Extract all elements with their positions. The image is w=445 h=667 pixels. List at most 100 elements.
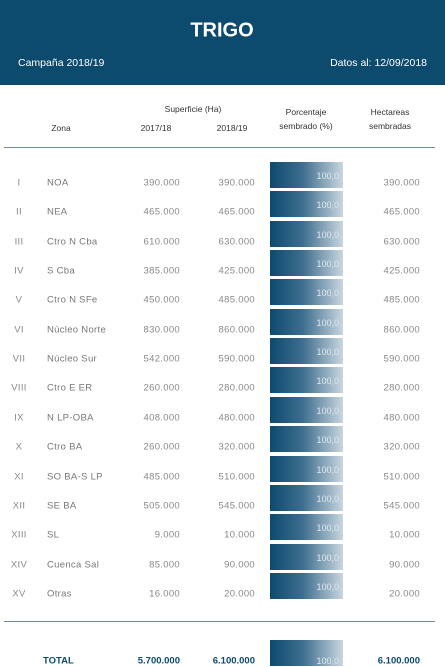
percent-bar xyxy=(270,396,343,423)
zone: Ctro N SFe xyxy=(47,294,98,306)
zone: SO BA-S LP xyxy=(47,471,103,482)
area-2017: 260.000 xyxy=(143,382,180,394)
zone: Ctro E ER xyxy=(47,382,93,394)
percent-bar xyxy=(270,338,343,365)
area-2018: 590.000 xyxy=(218,353,255,365)
area-2018: 510.000 xyxy=(218,471,255,482)
sown-hectares: 10.000 xyxy=(389,529,420,541)
percent: 100,0 xyxy=(316,200,339,211)
percent: 100,0 xyxy=(316,259,339,270)
area-2018: 20.000 xyxy=(224,588,255,600)
zone: NEA xyxy=(47,206,68,218)
header-band xyxy=(0,0,445,85)
area-2018: 630.000 xyxy=(218,236,255,248)
area-2018: 425.000 xyxy=(218,265,255,277)
area-2017: 542.000 xyxy=(143,353,180,365)
percent: 100,0 xyxy=(316,493,339,504)
campaign: Campaña 2018/19 xyxy=(18,57,105,69)
roman-numeral: VIII xyxy=(11,382,27,394)
rule xyxy=(4,621,435,622)
area-2018: 465.000 xyxy=(218,206,255,218)
zone: Cuenca Sal xyxy=(47,559,100,571)
roman-numeral: IX xyxy=(14,412,24,424)
area-2017: 485.000 xyxy=(143,471,180,482)
percent: 100,0 xyxy=(316,523,339,534)
roman-numeral: VII xyxy=(12,353,26,365)
group-header: Superficie (Ha) xyxy=(164,104,222,114)
percent: 100,0 xyxy=(316,288,339,299)
area-2017: 465.000 xyxy=(143,206,180,218)
area-2017: 505.000 xyxy=(143,500,180,512)
sown-hectares: 320.000 xyxy=(383,441,420,453)
total-2017: 5.700.000 xyxy=(137,655,180,667)
percent: 100,0 xyxy=(316,435,339,446)
total-2018: 6.100.000 xyxy=(212,655,255,667)
sown-hectares: 280.000 xyxy=(383,382,420,394)
percent-bar xyxy=(270,484,343,511)
zone: SE BA xyxy=(47,500,77,512)
total-sown: 6.100.000 xyxy=(377,655,420,667)
percent-bar xyxy=(270,543,343,570)
zone: Núcleo Sur xyxy=(47,353,97,365)
percent-bar xyxy=(270,640,343,666)
area-2017: 390.000 xyxy=(143,177,180,189)
sown-hectares: 485.000 xyxy=(383,294,420,306)
roman-numeral: XI xyxy=(14,471,24,482)
sown-hectares: 590.000 xyxy=(383,353,420,365)
area-2018: 10.000 xyxy=(224,529,255,541)
percent-bar xyxy=(270,308,343,335)
zone: Núcleo Norte xyxy=(47,324,107,336)
roman-numeral: XIV xyxy=(10,559,28,571)
roman-numeral: VI xyxy=(14,324,24,336)
area-2018: 480.000 xyxy=(218,412,255,424)
column-header: 2017/18 xyxy=(140,123,172,133)
roman-numeral: II xyxy=(16,206,22,218)
sown-hectares: 630.000 xyxy=(383,236,420,248)
area-2018: 485.000 xyxy=(218,294,255,306)
sown-hectares: 390.000 xyxy=(383,177,420,189)
rule xyxy=(4,147,435,148)
percent-bar xyxy=(270,426,343,453)
percent-bar xyxy=(270,455,343,482)
percent: 100,0 xyxy=(316,229,339,240)
percent: 100,0 xyxy=(316,171,339,181)
percent: 100,0 xyxy=(316,552,339,563)
area-2017: 408.000 xyxy=(143,412,180,424)
percent-bar xyxy=(270,250,343,277)
sown-hectares: 480.000 xyxy=(383,412,420,424)
date: Datos al: 12/09/2018 xyxy=(330,57,427,69)
roman-numeral: XV xyxy=(12,588,26,600)
percent-bar xyxy=(270,220,343,247)
zone: SL xyxy=(47,529,60,541)
roman-numeral: I xyxy=(17,177,21,189)
sown-hectares: 510.000 xyxy=(383,471,420,482)
roman-numeral: XIII xyxy=(11,529,27,541)
percent: 100,0 xyxy=(316,405,339,416)
roman-numeral: V xyxy=(15,294,23,306)
percent-bar xyxy=(270,162,343,188)
column-header: Hectareas sembradas xyxy=(368,107,412,131)
area-2017: 85.000 xyxy=(149,559,180,571)
sown-hectares: 860.000 xyxy=(383,324,420,336)
total-label: TOTAL xyxy=(43,655,74,667)
roman-numeral: XII xyxy=(12,500,26,512)
area-2017: 385.000 xyxy=(143,265,180,277)
percent: 100,0 xyxy=(316,464,339,475)
percent-bar xyxy=(270,514,343,541)
zone: Otras xyxy=(47,588,72,600)
area-2018: 280.000 xyxy=(218,382,255,394)
area-2018: 90.000 xyxy=(224,559,255,571)
percent: 100,0 xyxy=(316,376,339,387)
percent-bar xyxy=(270,572,343,599)
sown-hectares: 90.000 xyxy=(389,559,420,571)
column-header: Zona xyxy=(51,123,71,133)
area-2018: 390.000 xyxy=(218,177,255,189)
area-2018: 545.000 xyxy=(218,500,255,512)
title: TRIGO xyxy=(190,19,254,42)
zone: NOA xyxy=(47,177,69,189)
zone: N LP-OBA xyxy=(47,412,94,424)
percent-bar xyxy=(270,191,343,218)
sown-hectares: 465.000 xyxy=(383,206,420,218)
roman-numeral: X xyxy=(15,441,23,453)
